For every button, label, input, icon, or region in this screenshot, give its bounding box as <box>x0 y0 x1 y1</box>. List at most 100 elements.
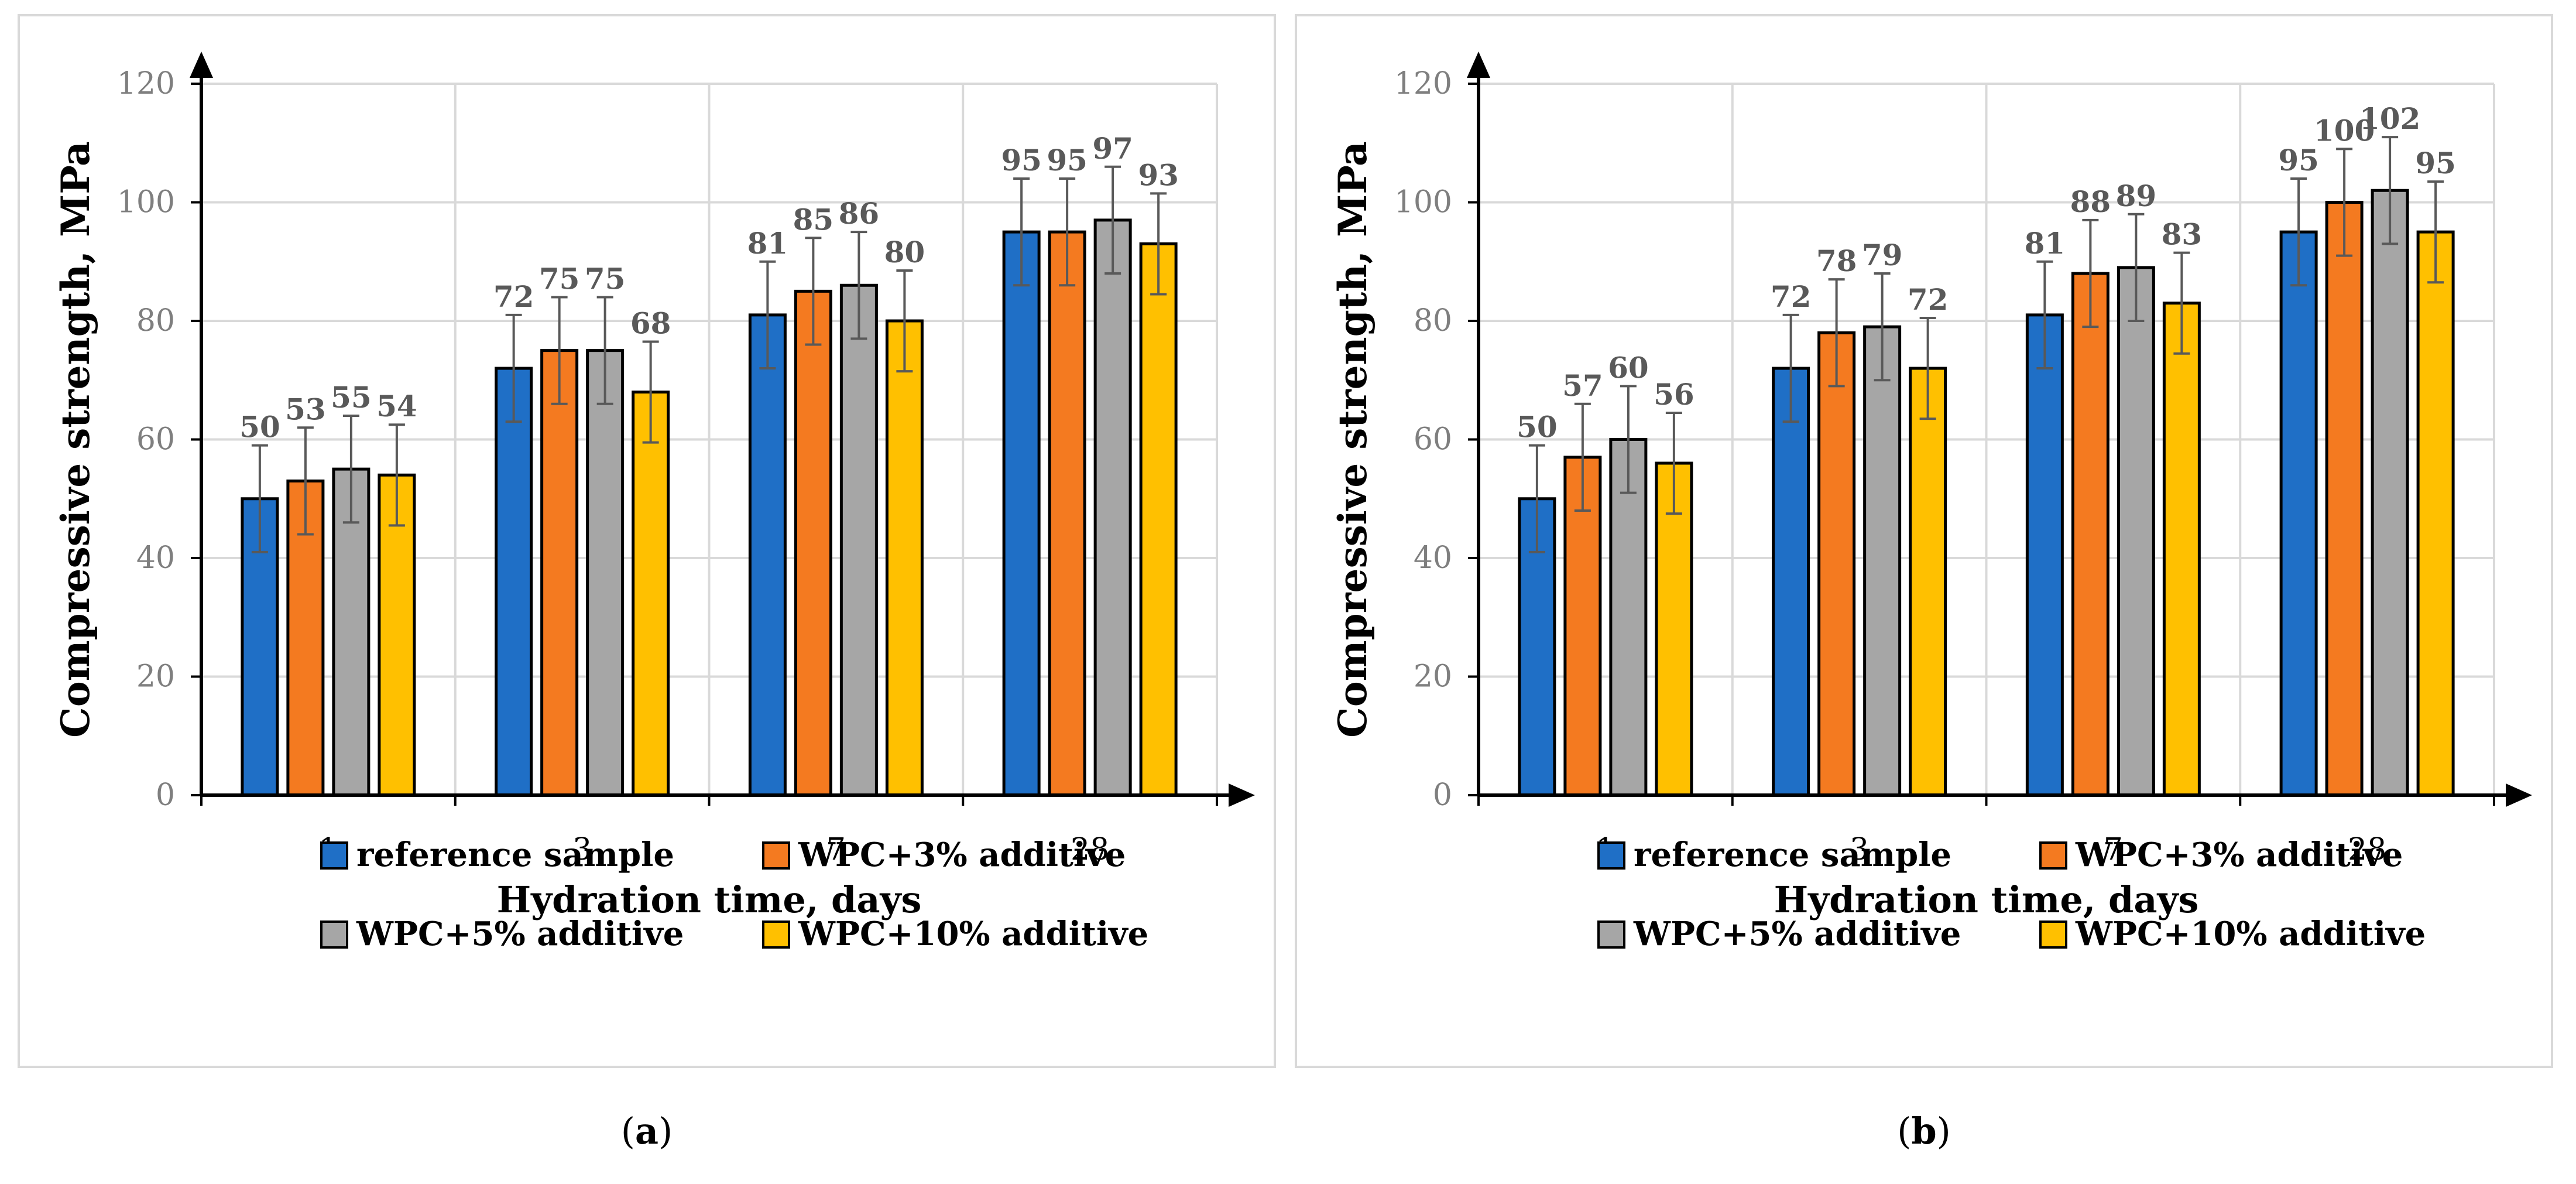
y-axis-title: Compressive strength, MPa <box>53 141 98 738</box>
y-tick-label: 20 <box>1414 659 1452 694</box>
data-label: 95 <box>1001 143 1042 177</box>
data-label: 56 <box>1654 377 1695 412</box>
data-label: 75 <box>539 262 580 296</box>
data-label: 54 <box>376 389 417 423</box>
data-label: 57 <box>1562 368 1603 403</box>
bar <box>2279 230 2318 797</box>
data-label: 79 <box>1862 238 1903 272</box>
y-tick-label: 40 <box>1414 540 1452 576</box>
data-label: 88 <box>2070 184 2111 219</box>
legend-label: WPC+10% additive <box>2075 915 2426 953</box>
bar <box>586 349 625 797</box>
y-tick-label: 40 <box>136 540 175 576</box>
bar <box>1909 367 1947 797</box>
data-label: 80 <box>884 235 925 269</box>
x-axis-arrow-icon <box>2506 783 2532 807</box>
x-tick-label: 3 <box>572 832 592 867</box>
data-label: 81 <box>747 226 788 261</box>
legend-swatch <box>2039 920 2067 949</box>
panel-caption-b: (b) <box>1897 1110 1951 1152</box>
data-label: 95 <box>1047 143 1088 177</box>
data-label: 53 <box>285 392 326 426</box>
data-label: 68 <box>630 306 671 340</box>
x-axis-title: Hydration time, days <box>497 878 922 921</box>
bar <box>495 367 533 797</box>
legend-label: WPC+5% additive <box>1633 915 1961 953</box>
bar <box>540 349 579 797</box>
bar <box>2025 313 2064 797</box>
bar <box>2416 230 2455 797</box>
bar <box>1002 230 1041 797</box>
legend-label: reference sample <box>356 836 674 874</box>
data-label: 86 <box>839 196 880 231</box>
bar <box>885 319 924 797</box>
y-tick-label: 80 <box>136 303 175 338</box>
data-label: 60 <box>1608 350 1649 385</box>
y-tick-label: 100 <box>117 185 175 220</box>
data-label: 102 <box>2359 101 2420 136</box>
x-tick-label: 28 <box>2348 832 2386 867</box>
data-label: 95 <box>2415 146 2456 180</box>
y-tick-label: 60 <box>136 422 175 457</box>
data-label: 83 <box>2162 217 2203 252</box>
panel-label-a: a <box>634 1110 659 1152</box>
data-label: 85 <box>793 202 834 237</box>
bar-chart-a: 0204060801001205053555417275756838185868… <box>53 52 1255 953</box>
x-axis-title: Hydration time, days <box>1774 878 2199 921</box>
y-tick-label: 120 <box>117 66 175 101</box>
bar <box>794 289 832 797</box>
bar <box>1048 230 1086 797</box>
y-tick-label: 20 <box>136 659 175 694</box>
x-tick-label: 7 <box>826 832 846 867</box>
legend-swatch <box>1597 920 1625 949</box>
legend-label: WPC+10% additive <box>798 915 1148 953</box>
bar <box>2371 189 2409 797</box>
x-tick-label: 3 <box>1850 832 1869 867</box>
data-label: 75 <box>585 262 626 296</box>
y-axis-arrow-icon <box>1467 52 1490 78</box>
bar <box>2162 302 2201 797</box>
chart-panel-b: 0204060801001205057605617278797238188898… <box>1295 14 2553 1068</box>
y-axis-arrow-icon <box>190 52 213 78</box>
x-tick-label: 28 <box>1071 832 1109 867</box>
x-tick-label: 7 <box>2104 832 2123 867</box>
legend-swatch <box>320 920 348 949</box>
bar <box>1609 438 1648 797</box>
bar <box>748 313 787 797</box>
bar <box>632 391 670 797</box>
y-tick-label: 80 <box>1414 303 1452 338</box>
data-label: 72 <box>1771 279 1812 314</box>
y-axis-title: Compressive strength, MPa <box>1330 141 1376 738</box>
data-label: 100 <box>2314 113 2375 148</box>
bar <box>839 283 878 797</box>
bar <box>1093 218 1132 797</box>
bar <box>2071 272 2109 797</box>
data-label: 72 <box>493 279 534 314</box>
bar <box>1863 325 1902 797</box>
y-tick-label: 0 <box>156 778 175 813</box>
legend-swatch <box>2039 841 2067 870</box>
data-label: 89 <box>2116 179 2157 213</box>
legend-swatch <box>762 841 790 870</box>
legend-label: WPC+5% additive <box>356 915 684 953</box>
bar <box>1139 242 1178 797</box>
data-label: 81 <box>2025 226 2066 261</box>
bar-chart-b: 0204060801001205057605617278797238188898… <box>1330 52 2532 953</box>
panel-label-b: b <box>1911 1110 1937 1152</box>
data-label: 95 <box>2278 143 2319 177</box>
bar <box>2117 266 2155 797</box>
data-label: 97 <box>1092 131 1133 166</box>
bar <box>2325 201 2364 797</box>
legend-label: WPC+3% additive <box>2075 836 2403 874</box>
data-label: 50 <box>1517 410 1558 444</box>
legend-swatch <box>1597 841 1625 870</box>
data-label: 78 <box>1816 244 1857 278</box>
panel-caption-a: (a) <box>620 1110 673 1152</box>
bar <box>1563 456 1602 797</box>
y-tick-label: 120 <box>1394 66 1452 101</box>
bar <box>1772 367 1810 797</box>
legend-swatch <box>320 841 348 870</box>
legend-swatch <box>762 920 790 949</box>
legend-label: WPC+3% additive <box>798 836 1126 874</box>
bar <box>1817 331 1856 797</box>
